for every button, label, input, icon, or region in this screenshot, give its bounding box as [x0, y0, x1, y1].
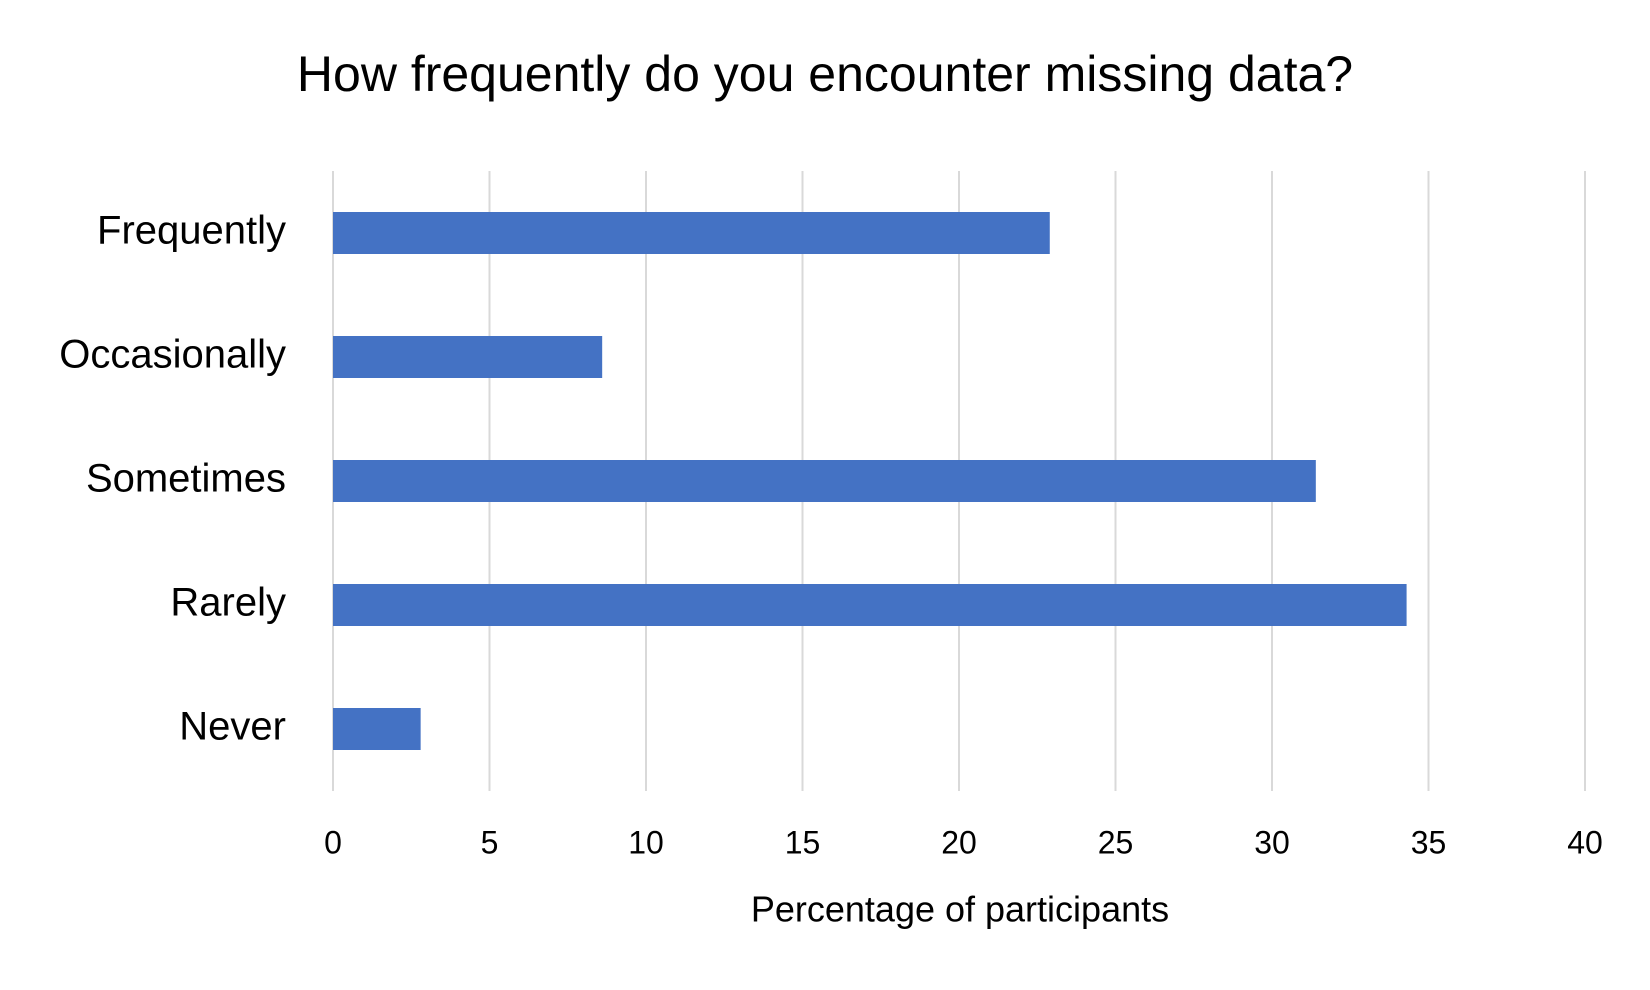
y-tick-label: Never: [179, 705, 286, 749]
chart-title: How frequently do you encounter missing …: [297, 46, 1353, 102]
y-tick-label: Occasionally: [59, 333, 286, 377]
x-tick-label: 30: [1254, 824, 1290, 860]
x-axis-label: Percentage of participants: [751, 889, 1169, 930]
bar: [333, 584, 1407, 626]
bar: [333, 708, 421, 750]
y-tick-label: Sometimes: [86, 457, 286, 501]
bar: [333, 460, 1316, 502]
bar: [333, 212, 1050, 254]
x-tick-label: 5: [481, 824, 499, 860]
x-tick-label: 25: [1098, 824, 1134, 860]
y-tick-label: Rarely: [170, 581, 286, 625]
x-tick-label: 40: [1567, 824, 1603, 860]
bar: [333, 336, 603, 378]
y-tick-label: Frequently: [97, 209, 286, 253]
x-tick-label: 20: [941, 824, 977, 860]
x-tick-label: 0: [324, 824, 342, 860]
x-tick-label: 15: [785, 824, 821, 860]
x-tick-label: 10: [628, 824, 664, 860]
x-tick-label: 35: [1411, 824, 1447, 860]
